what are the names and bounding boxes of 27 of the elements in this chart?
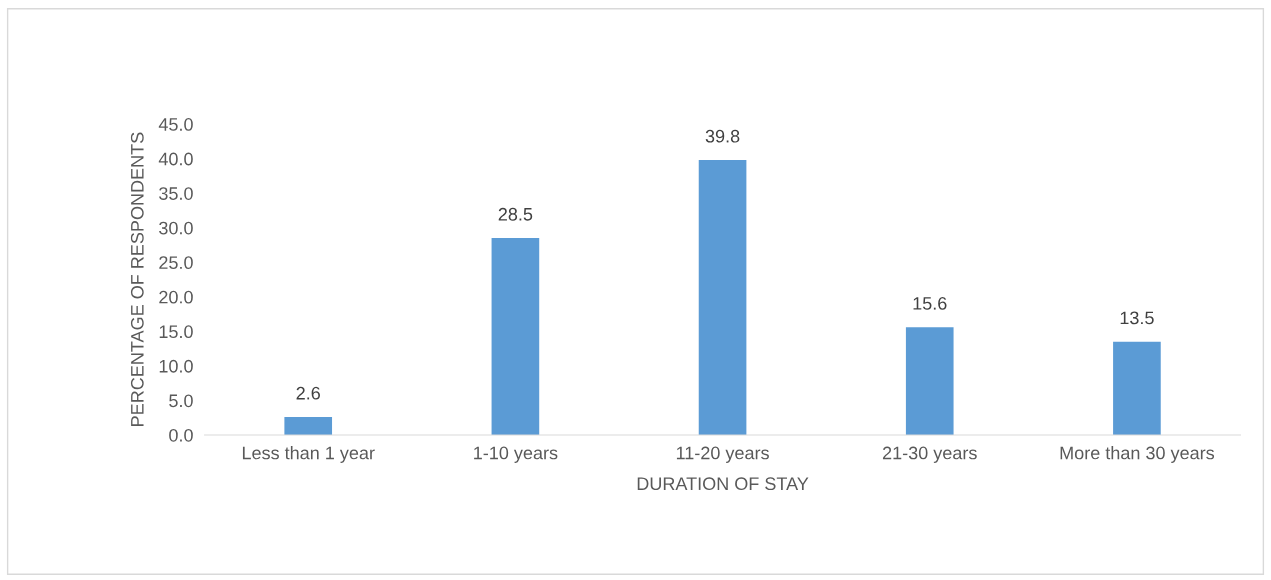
y-axis-title: PERCENTAGE OF RESPONDENTS: [130, 132, 144, 426]
x-axis-title: DURATION OF STAY: [637, 477, 809, 491]
bar: [284, 417, 333, 435]
bar: [905, 327, 954, 435]
x-tick-label: Less than 1 year: [242, 446, 375, 463]
bar: [491, 238, 540, 435]
data-label: 2.6: [296, 386, 320, 400]
y-tick-label: 35.0: [159, 187, 193, 200]
y-tick-label: 45.0: [158, 118, 193, 131]
data-label: 13.5: [1120, 311, 1154, 325]
data-label: 39.8: [705, 129, 740, 143]
x-tick-label: More than 30 years: [1060, 446, 1215, 463]
y-tick-label: 0.0: [169, 428, 193, 442]
bar: [698, 160, 747, 435]
y-tick-label: 30.0: [159, 221, 193, 235]
data-label: 28.5: [498, 207, 533, 221]
y-tick-label: 20.0: [159, 290, 193, 304]
x-tick-label: 1-10 years: [474, 446, 558, 463]
y-tick-label: 10.0: [159, 359, 193, 373]
y-tick-label: 15.0: [159, 325, 193, 339]
y-tick-label: 25.0: [159, 256, 193, 270]
x-tick-label: 21-30 years: [882, 446, 977, 463]
y-tick-label: 40.0: [158, 152, 193, 166]
data-label: 15.6: [913, 296, 947, 310]
x-tick-label: 11-20 years: [676, 446, 769, 463]
bar: [1113, 341, 1161, 435]
y-tick-label: 5.0: [169, 394, 193, 408]
